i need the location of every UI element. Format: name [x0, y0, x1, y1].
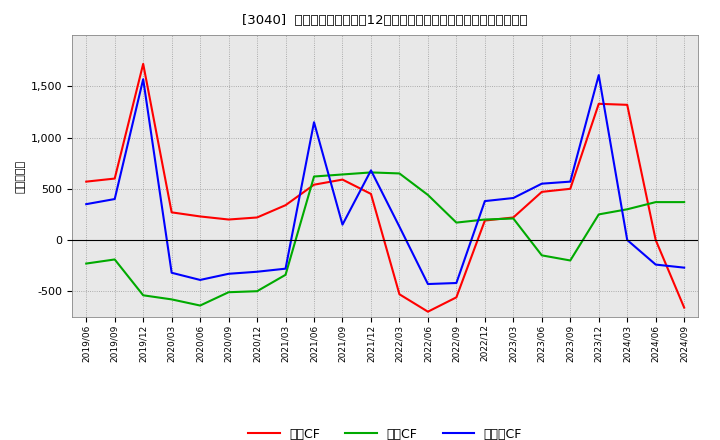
フリーCF: [338, 222, 347, 227]
フリーCF: [310, 120, 318, 125]
投資CF: [452, 220, 461, 225]
フリーCF: [110, 196, 119, 202]
Line: 営業CF: 営業CF: [86, 64, 684, 312]
投資CF: [338, 172, 347, 177]
フリーCF: [196, 277, 204, 282]
投資CF: [537, 253, 546, 258]
投資CF: [652, 199, 660, 205]
フリーCF: [595, 73, 603, 78]
営業CF: [509, 215, 518, 220]
営業CF: [537, 189, 546, 194]
投資CF: [509, 216, 518, 221]
フリーCF: [537, 181, 546, 186]
フリーCF: [167, 270, 176, 275]
フリーCF: [253, 269, 261, 275]
フリーCF: [423, 282, 432, 287]
投資CF: [595, 212, 603, 217]
営業CF: [139, 61, 148, 66]
フリーCF: [82, 202, 91, 207]
Legend: 営業CF, 投資CF, フリーCF: 営業CF, 投資CF, フリーCF: [243, 423, 527, 440]
フリーCF: [623, 237, 631, 242]
営業CF: [110, 176, 119, 181]
フリーCF: [680, 265, 688, 270]
投資CF: [225, 290, 233, 295]
投資CF: [82, 261, 91, 266]
投資CF: [566, 258, 575, 263]
フリーCF: [282, 266, 290, 271]
投資CF: [623, 207, 631, 212]
フリーCF: [509, 195, 518, 201]
フリーCF: [652, 262, 660, 267]
フリーCF: [395, 224, 404, 229]
営業CF: [566, 186, 575, 191]
営業CF: [452, 295, 461, 300]
営業CF: [282, 202, 290, 208]
営業CF: [652, 237, 660, 242]
投資CF: [680, 199, 688, 205]
Line: フリーCF: フリーCF: [86, 75, 684, 284]
フリーCF: [225, 271, 233, 276]
投資CF: [480, 217, 489, 222]
営業CF: [395, 292, 404, 297]
投資CF: [310, 174, 318, 179]
投資CF: [395, 171, 404, 176]
営業CF: [310, 182, 318, 187]
フリーCF: [480, 198, 489, 204]
投資CF: [110, 257, 119, 262]
投資CF: [167, 297, 176, 302]
営業CF: [423, 309, 432, 314]
営業CF: [680, 305, 688, 310]
フリーCF: [366, 168, 375, 173]
投資CF: [366, 170, 375, 175]
投資CF: [196, 303, 204, 308]
フリーCF: [139, 77, 148, 82]
投資CF: [282, 272, 290, 278]
Line: 投資CF: 投資CF: [86, 172, 684, 305]
営業CF: [253, 215, 261, 220]
フリーCF: [452, 280, 461, 286]
営業CF: [196, 214, 204, 219]
フリーCF: [566, 179, 575, 184]
Title: [3040]  キャッシュフローの12か月移動合計の対前年同期増減額の推移: [3040] キャッシュフローの12か月移動合計の対前年同期増減額の推移: [243, 14, 528, 27]
営業CF: [82, 179, 91, 184]
営業CF: [480, 218, 489, 223]
営業CF: [225, 217, 233, 222]
営業CF: [595, 101, 603, 106]
営業CF: [338, 177, 347, 182]
営業CF: [623, 102, 631, 107]
投資CF: [139, 293, 148, 298]
営業CF: [366, 191, 375, 197]
投資CF: [253, 289, 261, 294]
投資CF: [423, 192, 432, 198]
Y-axis label: （百万円）: （百万円）: [15, 159, 25, 193]
営業CF: [167, 210, 176, 215]
